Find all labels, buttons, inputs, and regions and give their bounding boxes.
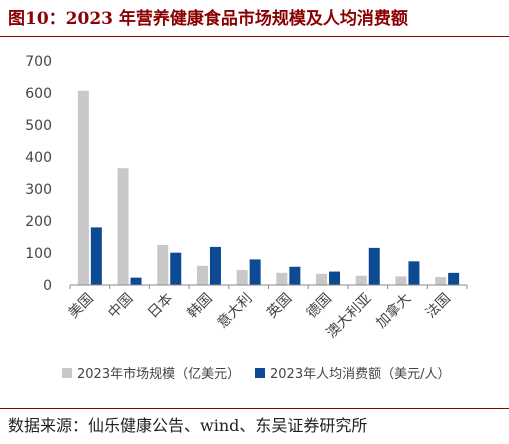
bar-market-size <box>157 245 169 285</box>
bar-market-size <box>355 275 367 285</box>
legend-swatch <box>62 368 72 378</box>
x-category-label: 意大利 <box>214 290 256 332</box>
x-category-label: 日本 <box>145 291 176 322</box>
x-category-label: 加拿大 <box>373 290 415 332</box>
bar-market-size <box>395 276 407 285</box>
bar-market-size <box>196 265 208 285</box>
y-tick-label: 200 <box>25 214 52 230</box>
bar-per-capita <box>408 261 420 285</box>
x-category-label: 韩国 <box>185 291 216 322</box>
title-divider <box>0 36 509 37</box>
y-tick-label: 0 <box>43 278 52 294</box>
y-tick-label: 300 <box>25 182 52 198</box>
bar-market-size <box>117 168 129 285</box>
bar-per-capita <box>289 266 301 285</box>
bar-per-capita <box>448 272 460 285</box>
y-tick-label: 600 <box>25 86 52 102</box>
y-tick-label: 100 <box>25 246 52 262</box>
bar-per-capita <box>368 247 380 285</box>
y-tick-label: 700 <box>25 54 52 70</box>
bar-per-capita <box>90 227 102 285</box>
x-category-label: 澳大利亚 <box>324 291 375 342</box>
legend-label: 2023年人均消费额（美元/人） <box>270 367 450 382</box>
bar-per-capita <box>329 271 341 285</box>
bar-per-capita <box>209 246 221 285</box>
source-note: 数据来源：仙乐健康公告、wind、东吴证券研究所 <box>8 416 368 435</box>
bar-per-capita <box>170 252 182 285</box>
x-category-label: 法国 <box>423 291 454 322</box>
x-category-label: 美国 <box>66 291 97 322</box>
bar-per-capita <box>130 277 142 285</box>
x-category-label: 德国 <box>304 291 335 322</box>
y-tick-label: 400 <box>25 150 52 166</box>
bar-per-capita <box>249 259 261 285</box>
y-tick-label: 500 <box>25 118 52 134</box>
bar-market-size <box>77 90 89 285</box>
legend-label: 2023年市场规模（亿美元） <box>77 366 240 382</box>
bar-market-size <box>236 269 248 285</box>
legend-swatch <box>255 368 265 378</box>
source-divider <box>0 408 509 409</box>
x-category-label: 英国 <box>263 290 295 322</box>
chart-title: 图10：2023 年营养健康食品市场规模及人均消费额 <box>8 9 408 29</box>
bar-market-size <box>435 277 447 285</box>
bar-market-size <box>316 273 328 285</box>
bar-market-size <box>276 272 288 285</box>
x-category-label: 中国 <box>105 291 136 322</box>
